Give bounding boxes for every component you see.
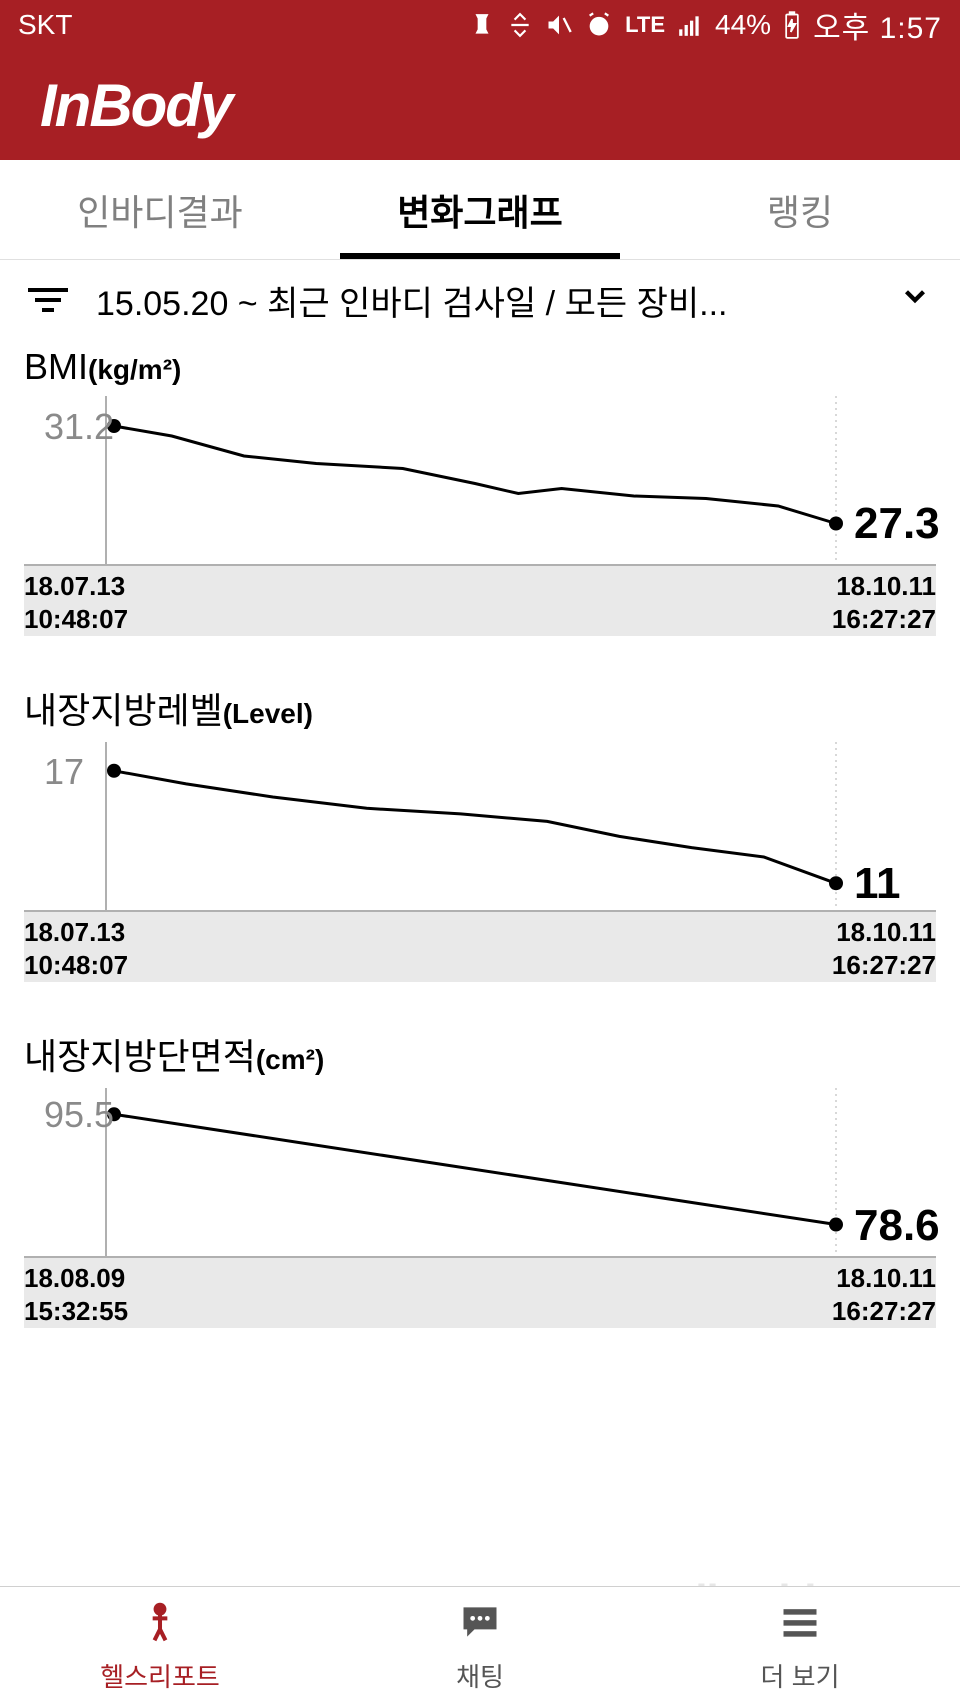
nav-health-report[interactable]: 헬스리포트	[0, 1587, 320, 1706]
tab-inbody-result[interactable]: 인바디결과	[0, 160, 320, 259]
chart-unit: (kg/m²)	[88, 354, 181, 385]
chart-area[interactable]: 95.5 78.6 18.08.09 15:32:55 18.10.11 16:…	[24, 1088, 936, 1328]
chart-start-value: 17	[44, 751, 84, 793]
menu-icon	[778, 1600, 822, 1651]
signal-icon	[677, 12, 703, 38]
tab-label: 인바디결과	[77, 184, 243, 236]
mute-icon	[545, 11, 573, 39]
tab-change-graph[interactable]: 변화그래프	[320, 160, 640, 259]
chart-metric-name: BMI	[24, 346, 88, 387]
chart-area[interactable]: 31.2 27.3 18.07.13 10:48:07 18.10.11 16:…	[24, 396, 936, 636]
chat-icon	[458, 1600, 502, 1651]
alarm-icon	[585, 11, 613, 39]
filter-text: 15.05.20 ~ 최근 인바디 검사일 / 모든 장비...	[96, 276, 870, 325]
bottom-nav: 헬스리포트 채팅 더 보기	[0, 1586, 960, 1706]
chart-title: BMI(kg/m²)	[0, 340, 960, 396]
charts-container: BMI(kg/m²) 31.2 27.3 18.07.13 10:48:07 1…	[0, 340, 960, 1368]
nav-label: 헬스리포트	[100, 1657, 220, 1694]
filter-row[interactable]: 15.05.20 ~ 최근 인바디 검사일 / 모든 장비...	[0, 260, 960, 340]
status-bar: SKT LTE 44% 오후 1:57	[0, 0, 960, 50]
chart-start-value: 31.2	[44, 406, 114, 448]
app-header: InBody	[0, 50, 960, 160]
chart-title: 내장지방단면적(cm²)	[0, 1022, 960, 1088]
filter-icon	[28, 286, 68, 314]
chart-start-date: 18.07.13 10:48:07	[24, 916, 128, 981]
nav-label: 채팅	[456, 1657, 504, 1694]
chevron-down-icon	[898, 279, 932, 322]
chart-unit: (cm²)	[256, 1044, 324, 1075]
tab-label: 랭킹	[767, 184, 833, 236]
chart-start-date: 18.08.09 15:32:55	[24, 1262, 128, 1327]
chart-start-date: 18.07.13 10:48:07	[24, 570, 128, 635]
battery-charging-icon	[783, 11, 801, 39]
chart-block: BMI(kg/m²) 31.2 27.3 18.07.13 10:48:07 1…	[0, 340, 960, 676]
chart-end-date: 18.10.11 16:27:27	[832, 1262, 936, 1327]
chart-area[interactable]: 17 11 18.07.13 10:48:07 18.10.11 16:27:2…	[24, 742, 936, 982]
chart-metric-name: 내장지방레벨	[24, 690, 223, 731]
chart-title: 내장지방레벨(Level)	[0, 676, 960, 742]
network-type-label: LTE	[625, 12, 665, 38]
person-icon	[138, 1600, 182, 1651]
chart-end-value: 78.6	[854, 1201, 940, 1251]
chart-axis-labels: 18.07.13 10:48:07 18.10.11 16:27:27	[24, 566, 936, 636]
chart-end-date: 18.10.11 16:27:27	[832, 916, 936, 981]
clock-label: 오후 1:57	[813, 3, 942, 47]
nav-more[interactable]: 더 보기	[640, 1587, 960, 1706]
chart-end-date: 18.10.11 16:27:27	[832, 570, 936, 635]
carrier-label: SKT	[18, 9, 72, 41]
nav-chat[interactable]: 채팅	[320, 1587, 640, 1706]
chart-end-value: 11	[854, 859, 901, 909]
recycle-icon	[507, 12, 533, 38]
chart-block: 내장지방레벨(Level) 17 11 18.07.13 10:48:07 18…	[0, 676, 960, 1022]
nav-label: 더 보기	[761, 1657, 840, 1694]
tab-ranking[interactable]: 랭킹	[640, 160, 960, 259]
chart-unit: (Level)	[223, 698, 313, 729]
chart-metric-name: 내장지방단면적	[24, 1036, 256, 1077]
chart-block: 내장지방단면적(cm²) 95.5 78.6 18.08.09 15:32:55…	[0, 1022, 960, 1368]
chart-axis-labels: 18.07.13 10:48:07 18.10.11 16:27:27	[24, 912, 936, 982]
chart-start-value: 95.5	[44, 1094, 114, 1136]
chart-axis-labels: 18.08.09 15:32:55 18.10.11 16:27:27	[24, 1258, 936, 1328]
notification-icon	[469, 12, 495, 38]
tab-label: 변화그래프	[397, 184, 563, 236]
tab-bar: 인바디결과 변화그래프 랭킹	[0, 160, 960, 260]
chart-end-value: 27.3	[854, 499, 940, 549]
battery-percent-label: 44%	[715, 9, 771, 41]
app-logo: InBody	[40, 71, 231, 140]
